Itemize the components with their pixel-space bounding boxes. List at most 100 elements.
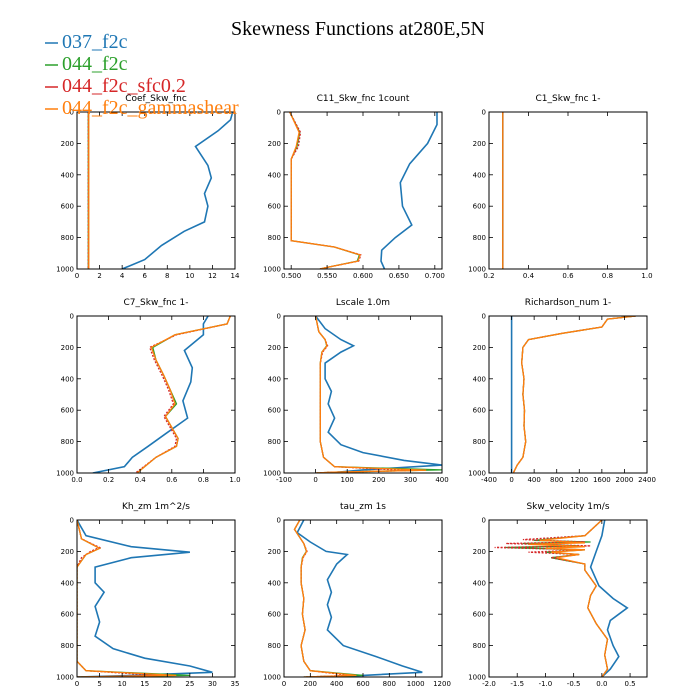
- x-tick-label: 30: [208, 680, 217, 688]
- x-tick-label: 400: [435, 476, 448, 484]
- y-tick-label: 0: [482, 313, 486, 321]
- y-tick-label: 600: [61, 407, 74, 415]
- y-tick-label: 400: [268, 375, 281, 383]
- x-tick-label: 400: [527, 476, 540, 484]
- plot-frame: [283, 111, 443, 270]
- y-tick-label: 800: [268, 438, 281, 446]
- y-tick-label: 800: [61, 642, 74, 650]
- x-tick-label: 2: [97, 272, 101, 280]
- y-tick-label: 400: [473, 579, 486, 587]
- y-tick-label: 600: [268, 611, 281, 619]
- x-tick-label: 800: [550, 476, 563, 484]
- x-tick-label: 0.4: [523, 272, 535, 280]
- series-line-037-f2c: [92, 316, 209, 473]
- y-tick-label: 600: [61, 611, 74, 619]
- y-tick-label: 600: [473, 611, 486, 619]
- y-tick-label: 0: [70, 517, 74, 525]
- x-tick-label: 14: [231, 272, 240, 280]
- x-tick-label: 15: [140, 680, 149, 688]
- series-line-037-f2c: [314, 316, 442, 473]
- legend-item: 044_f2c_sfc0.2: [45, 75, 186, 97]
- x-tick-label: 800: [383, 680, 396, 688]
- y-tick-label: 400: [473, 375, 486, 383]
- x-tick-label: 0.2: [483, 272, 494, 280]
- y-tick-label: 400: [61, 171, 74, 179]
- y-tick-label: 0: [277, 517, 281, 525]
- y-tick-label: 200: [61, 344, 74, 352]
- y-tick-label: 200: [268, 344, 281, 352]
- x-tick-label: 100: [341, 476, 354, 484]
- x-tick-label: 0.600: [353, 272, 373, 280]
- y-tick-label: 0: [482, 109, 486, 117]
- y-tick-label: 800: [473, 438, 486, 446]
- y-tick-label: 0: [277, 109, 281, 117]
- legend-label: 044_f2c: [62, 53, 128, 75]
- x-tick-label: 0.8: [198, 476, 209, 484]
- x-tick-label: -2.0: [482, 680, 496, 688]
- y-tick-label: 200: [473, 140, 486, 148]
- x-tick-label: 0.550: [317, 272, 337, 280]
- x-tick-label: 0.2: [103, 476, 114, 484]
- y-tick-label: 600: [268, 203, 281, 211]
- series-line-044-f2c-gammashear: [77, 520, 177, 677]
- series-line-044-f2c-gammashear: [314, 316, 427, 473]
- legend-label: 044_f2c_sfc0.2: [62, 75, 186, 97]
- y-tick-label: 400: [61, 579, 74, 587]
- legend-item: 044_f2c: [45, 53, 128, 75]
- x-tick-label: 1000: [407, 680, 425, 688]
- chart-panel-9: -2.0 -1.5 -1.0 -0.5 0.0 0.5 0 200 400 600 800 1000 S…: [468, 502, 648, 688]
- y-tick-label: 0: [70, 109, 74, 117]
- x-tick-label: -1.5: [510, 680, 524, 688]
- figure-title: Skewness Functions at280E,5N: [231, 18, 485, 40]
- series-line-044-f2c: [314, 316, 442, 473]
- y-tick-label: 1000: [263, 470, 281, 478]
- x-tick-label: 8: [165, 272, 169, 280]
- chart-panel-1: 0 2 4 6 8 10 12 14 0 200 400 600 800 1000 Coef_Skw_fnc: [56, 94, 240, 280]
- chart-title: C11_Skw_fnc 1count: [317, 94, 410, 104]
- x-tick-label: 0: [282, 680, 286, 688]
- plot-frame: [488, 111, 648, 270]
- y-tick-label: 1000: [263, 674, 281, 682]
- plot-frame: [488, 315, 648, 474]
- chart-panel-5: -100 0 100 200 300 400 0 200 400 600 800 1000 Lscale…: [263, 298, 449, 484]
- x-tick-label: 0: [75, 680, 79, 688]
- y-tick-label: 200: [473, 548, 486, 556]
- x-tick-label: 5: [97, 680, 101, 688]
- x-tick-label: 10: [185, 272, 194, 280]
- series-line-037-f2c: [589, 520, 629, 677]
- chart-title: Lscale 1.0m: [336, 298, 390, 308]
- y-tick-label: 800: [268, 642, 281, 650]
- x-tick-label: 0: [75, 272, 79, 280]
- y-tick-label: 400: [268, 579, 281, 587]
- x-tick-label: 400: [330, 680, 343, 688]
- series-line-044-f2c: [136, 316, 231, 473]
- plot-frame: [76, 111, 236, 270]
- y-tick-label: 1000: [56, 674, 74, 682]
- chart-panel-3: 0.2 0.4 0.6 0.8 1.0 0 200 400 600 800 1000 C1_Skw_f…: [468, 94, 652, 280]
- chart-title: Kh_zm 1m^2/s: [122, 502, 190, 512]
- y-tick-label: 800: [61, 438, 74, 446]
- chart-title: C1_Skw_fnc 1-: [536, 94, 601, 104]
- plot-frame: [76, 315, 236, 474]
- x-tick-label: 6: [142, 272, 147, 280]
- y-tick-label: 0: [277, 313, 281, 321]
- x-tick-label: 1600: [593, 476, 611, 484]
- legend-label: 037_f2c: [62, 31, 128, 53]
- series-line-044-f2c-gammashear: [293, 520, 357, 677]
- series-line-044-f2c: [77, 520, 190, 677]
- y-tick-label: 0: [482, 517, 486, 525]
- x-tick-label: -1.0: [539, 680, 553, 688]
- x-tick-label: 0.6: [562, 272, 574, 280]
- x-tick-label: 0.8: [602, 272, 613, 280]
- y-tick-label: 800: [473, 234, 486, 242]
- x-tick-label: -400: [481, 476, 497, 484]
- y-tick-label: 1000: [263, 266, 281, 274]
- x-tick-label: 0.0: [596, 680, 607, 688]
- x-tick-label: 200: [304, 680, 317, 688]
- plot-frame: [76, 519, 236, 678]
- x-tick-label: 1200: [570, 476, 588, 484]
- x-tick-label: 200: [372, 476, 385, 484]
- chart-title: tau_zm 1s: [340, 502, 386, 512]
- y-tick-label: 200: [268, 140, 281, 148]
- y-tick-label: 0: [70, 313, 74, 321]
